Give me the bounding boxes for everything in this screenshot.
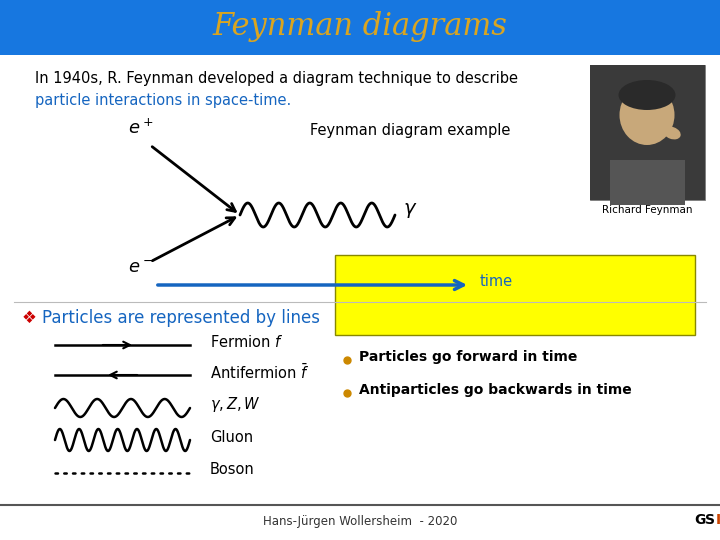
Text: time: time xyxy=(480,274,513,289)
Text: $\gamma$: $\gamma$ xyxy=(403,201,418,220)
Text: $e^+$: $e^+$ xyxy=(128,118,153,138)
Text: Gluon: Gluon xyxy=(210,429,253,444)
Text: particle interactions in space-time.: particle interactions in space-time. xyxy=(35,93,292,109)
Ellipse shape xyxy=(619,85,675,145)
Text: Hans-Jürgen Wollersheim  - 2020: Hans-Jürgen Wollersheim - 2020 xyxy=(263,516,457,529)
Text: $\gamma, Z, W$: $\gamma, Z, W$ xyxy=(210,395,261,415)
Text: Feynman diagrams: Feynman diagrams xyxy=(212,11,508,43)
Bar xyxy=(0,0,720,55)
Ellipse shape xyxy=(663,126,680,139)
Bar xyxy=(590,65,705,200)
Text: Antifermion $\bar{f}$: Antifermion $\bar{f}$ xyxy=(210,362,310,382)
Text: G: G xyxy=(694,513,706,527)
Bar xyxy=(335,255,695,335)
Text: Fermion $f$: Fermion $f$ xyxy=(210,334,284,350)
Bar xyxy=(590,65,705,200)
Text: In 1940s, R. Feynman developed a diagram technique to describe: In 1940s, R. Feynman developed a diagram… xyxy=(35,71,518,85)
Text: I: I xyxy=(716,513,720,527)
Text: ❖: ❖ xyxy=(22,309,37,327)
Bar xyxy=(610,160,685,205)
Text: Particles go forward in time: Particles go forward in time xyxy=(359,350,577,364)
Text: $e^-$: $e^-$ xyxy=(128,259,153,277)
Ellipse shape xyxy=(618,80,675,110)
Text: Boson: Boson xyxy=(210,462,255,477)
Text: Particles are represented by lines: Particles are represented by lines xyxy=(42,309,320,327)
Text: Richard Feynman: Richard Feynman xyxy=(602,205,692,215)
Text: Feynman diagram example: Feynman diagram example xyxy=(310,123,510,138)
Text: S: S xyxy=(705,513,715,527)
Text: Antiparticles go backwards in time: Antiparticles go backwards in time xyxy=(359,383,631,397)
